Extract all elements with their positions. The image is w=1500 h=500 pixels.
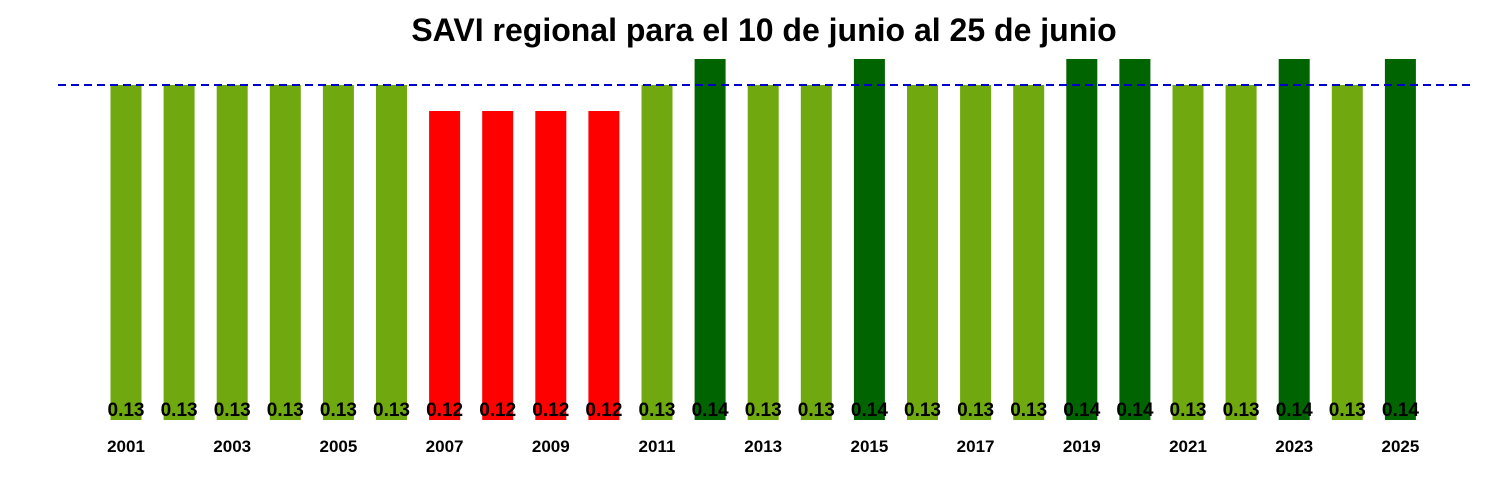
value-label-2024: 0.13 (1329, 400, 1366, 421)
x-tick-label-2009: 2009 (532, 437, 570, 456)
value-label-2012: 0.14 (692, 400, 729, 421)
value-label-2016: 0.13 (904, 400, 941, 421)
bar-2015 (853, 59, 885, 420)
value-label-2015: 0.14 (851, 400, 888, 421)
value-labels-group: 0.13 0.13 0.13 0.13 0.13 0.13 0.12 0.12 0.12 0.12… (108, 400, 1420, 421)
bar-2002 (163, 85, 195, 420)
bar-2020 (1119, 59, 1151, 420)
value-label-2025: 0.14 (1382, 400, 1419, 421)
x-tick-label-2023: 2023 (1275, 437, 1313, 456)
x-tick-label-2015: 2015 (850, 437, 888, 456)
value-label-2023: 0.14 (1276, 400, 1313, 421)
value-label-2001: 0.13 (108, 400, 145, 421)
bar-2007 (429, 111, 461, 420)
value-label-2011: 0.13 (639, 400, 676, 421)
bar-2006 (376, 85, 407, 420)
value-label-2007: 0.12 (426, 400, 463, 421)
x-tick-label-2019: 2019 (1063, 437, 1101, 456)
bar-2024 (1331, 85, 1363, 420)
bar-2003 (216, 85, 248, 420)
x-tick-label-2007: 2007 (426, 437, 464, 456)
value-label-2008: 0.12 (479, 400, 516, 421)
bar-2012 (694, 59, 726, 420)
value-label-2018: 0.13 (1010, 400, 1047, 421)
bar-2022 (1225, 85, 1257, 420)
x-tick-label-2017: 2017 (957, 437, 995, 456)
bar-2005 (322, 85, 354, 420)
bar-2013 (747, 85, 779, 420)
value-label-2013: 0.13 (745, 400, 782, 421)
x-tick-label-2025: 2025 (1381, 437, 1419, 456)
value-label-2003: 0.13 (214, 400, 251, 421)
value-label-2017: 0.13 (957, 400, 994, 421)
x-tick-label-2011: 2011 (639, 437, 676, 456)
x-tick-label-2003: 2003 (213, 437, 251, 456)
bar-2021 (1172, 85, 1204, 420)
chart-title: SAVI regional para el 10 de junio al 25 … (411, 12, 1117, 48)
x-tick-label-2005: 2005 (319, 437, 357, 456)
bar-2008 (482, 111, 514, 420)
bar-2004 (269, 85, 301, 420)
value-label-2022: 0.13 (1223, 400, 1260, 421)
bar-2023 (1278, 59, 1310, 420)
value-label-2005: 0.13 (320, 400, 357, 421)
value-label-2002: 0.13 (161, 400, 198, 421)
value-label-2009: 0.12 (532, 400, 569, 421)
value-label-2010: 0.12 (585, 400, 622, 421)
bar-2014 (800, 85, 832, 420)
bar-2016 (907, 85, 938, 420)
value-label-2020: 0.14 (1116, 400, 1153, 421)
x-tick-label-2013: 2013 (744, 437, 782, 456)
value-label-2004: 0.13 (267, 400, 304, 421)
bar-2001 (110, 85, 142, 420)
bar-2017 (960, 85, 992, 420)
value-label-2014: 0.13 (798, 400, 835, 421)
value-label-2006: 0.13 (373, 400, 410, 421)
bar-2019 (1066, 59, 1098, 420)
bar-2009 (535, 111, 567, 420)
value-label-2021: 0.13 (1170, 400, 1207, 421)
x-tick-labels-group: 2001 2003 2005 2007 2009 2011 2013 2015 2017 2019… (107, 437, 1419, 456)
bar-2011 (641, 85, 673, 420)
bar-2025 (1384, 59, 1416, 420)
x-tick-label-2001: 2001 (107, 437, 145, 456)
value-label-2019: 0.14 (1063, 400, 1100, 421)
x-tick-label-2021: 2021 (1169, 437, 1207, 456)
bars-group (110, 59, 1416, 420)
bar-2010 (588, 111, 620, 420)
bar-2018 (1013, 85, 1045, 420)
